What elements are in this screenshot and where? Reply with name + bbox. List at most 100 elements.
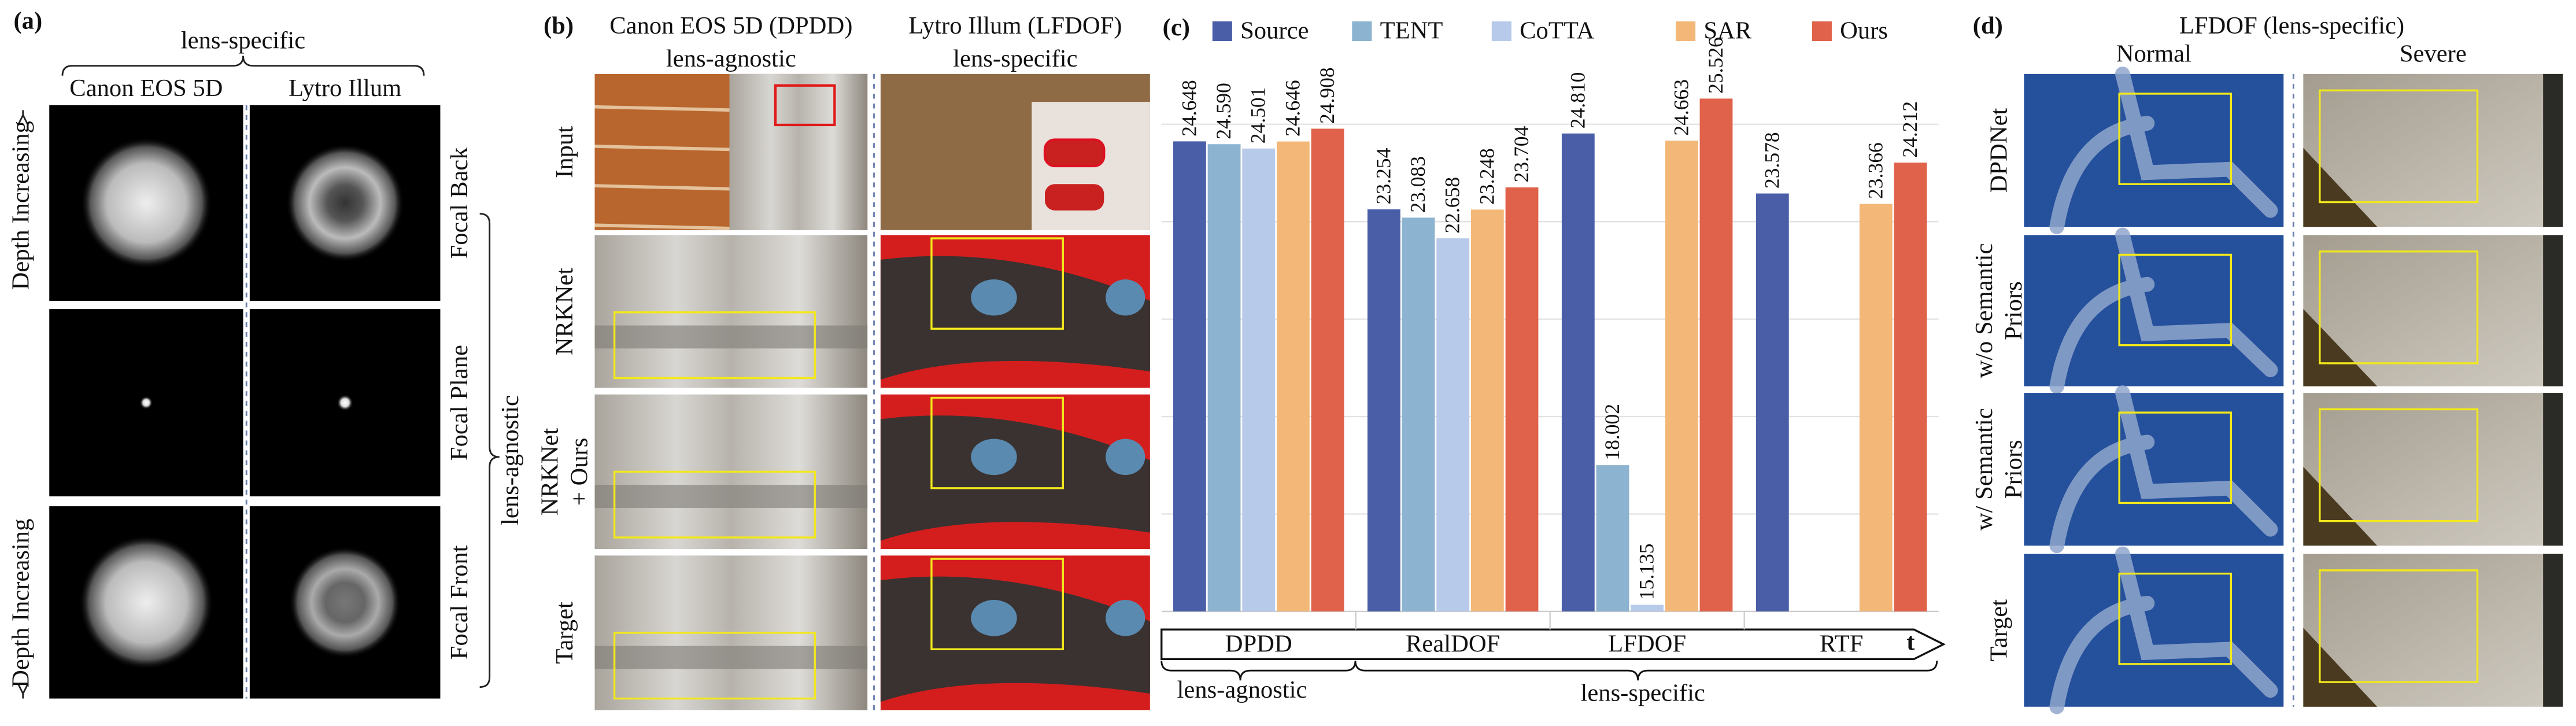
value-label: 24.501 — [1247, 87, 1270, 144]
panel-header: lens-specific — [181, 27, 305, 54]
legend-swatch — [1491, 21, 1511, 42]
bar — [1402, 218, 1435, 611]
value-label: 23.248 — [1475, 148, 1498, 205]
psf — [337, 394, 353, 411]
panel-label: (a) — [13, 8, 42, 35]
highlight-box — [613, 632, 816, 700]
photo-detail — [2303, 466, 2378, 546]
row-label: Priors — [2000, 440, 2027, 499]
bar — [1699, 98, 1733, 611]
side-label: lens-agnostic — [497, 395, 524, 525]
column-title: Lytro Illum — [289, 75, 401, 102]
annotation: lens-specific — [1581, 680, 1705, 707]
highlight-box — [930, 237, 1064, 330]
value-label: 23.254 — [1372, 148, 1395, 204]
photo-detail — [880, 256, 1150, 380]
bar — [1596, 465, 1629, 611]
photo-detail — [594, 184, 735, 191]
value-label: 23.578 — [1760, 132, 1783, 189]
column-subtitle: lens-specific — [953, 45, 1077, 72]
photo-detail — [1106, 279, 1145, 316]
column-title: Canon EOS 5D — [69, 75, 223, 102]
photo-detail — [880, 576, 1150, 702]
arrow-head — [17, 683, 29, 696]
photo-detail — [2303, 148, 2378, 227]
photo-detail — [2303, 628, 2378, 707]
bar — [1505, 187, 1539, 611]
bar — [1859, 204, 1893, 611]
arrow-head — [17, 113, 29, 126]
psf — [80, 137, 212, 269]
photo-detail — [880, 415, 1150, 541]
row-label: Target — [551, 602, 578, 664]
legend-swatch — [1352, 21, 1372, 42]
highlight-box — [2118, 572, 2233, 665]
bar — [1631, 605, 1664, 611]
value-label: 24.810 — [1566, 72, 1589, 129]
psf — [289, 546, 401, 658]
row-label: + Ours — [566, 438, 593, 506]
highlight-box — [2118, 253, 2233, 347]
bar — [1665, 141, 1698, 611]
row-label: Focal Plane — [446, 345, 473, 460]
photo-detail — [594, 646, 868, 669]
bar — [1276, 141, 1310, 611]
photo-detail — [1106, 600, 1145, 636]
value-label: 24.908 — [1315, 67, 1339, 124]
bar — [1242, 148, 1276, 611]
photo-detail — [594, 145, 735, 152]
bar — [1436, 238, 1470, 611]
brace — [1161, 661, 1357, 681]
photo-detail — [594, 485, 868, 508]
photo-detail — [1106, 438, 1145, 476]
annotation: lens-agnostic — [1177, 676, 1307, 703]
psf — [79, 535, 214, 670]
value-label: 15.135 — [1635, 543, 1658, 600]
x-tick-label: RealDOF — [1406, 630, 1500, 657]
highlight-box — [2319, 408, 2479, 522]
panel-label: (c) — [1163, 14, 1190, 41]
panel-label: (b) — [544, 12, 574, 39]
legend-label: TENT — [1380, 17, 1443, 45]
highlight-box — [2118, 411, 2233, 504]
psf — [139, 396, 153, 410]
value-label: 23.704 — [1510, 126, 1533, 182]
value-label: 24.590 — [1212, 83, 1235, 139]
photo-detail — [1045, 184, 1104, 211]
panel-title: LFDOF (lens-specific) — [2179, 12, 2404, 39]
column-subtitle: lens-agnostic — [666, 45, 796, 72]
legend-swatch — [1676, 21, 1696, 42]
bar — [1311, 128, 1344, 611]
highlight-box — [613, 311, 816, 379]
row-label: Focal Front — [446, 545, 473, 659]
photo-detail — [971, 600, 1017, 636]
photo-detail — [594, 325, 868, 349]
legend-swatch — [1212, 21, 1232, 42]
row-label: DPDNet — [1985, 108, 2012, 193]
bar — [1470, 209, 1504, 611]
value-label: 24.646 — [1281, 80, 1304, 137]
row-label: Priors — [2000, 281, 2027, 340]
row-label: NRKNet — [551, 268, 578, 356]
panel-label: (d) — [1973, 12, 2003, 39]
bar — [1755, 193, 1789, 611]
side-label: Depth Increasing — [8, 121, 35, 290]
value-label: 25.526 — [1704, 37, 1727, 94]
legend-swatch — [1812, 21, 1832, 42]
highlight-box — [2118, 93, 2233, 185]
highlight-box — [2319, 569, 2479, 683]
psf — [286, 143, 404, 263]
value-label: 23.366 — [1864, 142, 1887, 199]
highlight-box — [2319, 89, 2479, 204]
legend-label: SAR — [1703, 17, 1751, 45]
bar — [1207, 144, 1241, 611]
texts: (a) lens-specific Canon EOS 5D Lytro Illum D… — [8, 8, 2467, 707]
column-title: Normal — [2116, 40, 2191, 67]
row-label: NRKNet — [536, 428, 563, 516]
column-title: Severe — [2400, 40, 2467, 67]
row-label: Target — [1985, 599, 2012, 662]
row-label: Focal Back — [446, 147, 473, 259]
bar — [1894, 163, 1927, 611]
brace — [479, 212, 500, 688]
